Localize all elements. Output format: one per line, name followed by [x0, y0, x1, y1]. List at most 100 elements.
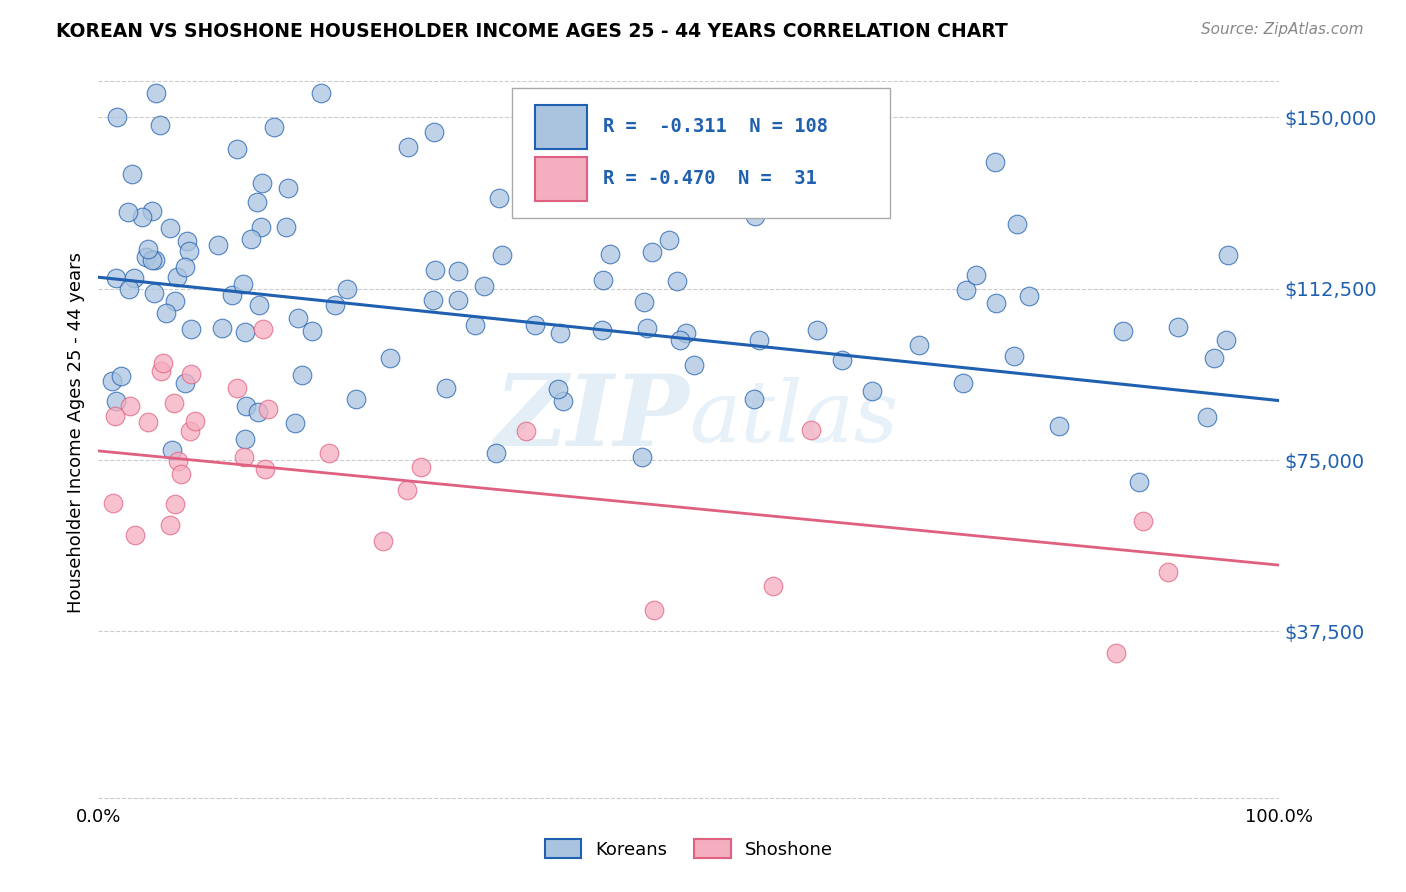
- Point: [142, 286, 165, 301]
- Point: [176, 234, 198, 248]
- Point: [346, 392, 368, 407]
- Point: [550, 326, 572, 340]
- Point: [1195, 410, 1218, 425]
- Point: [547, 382, 569, 396]
- Point: [422, 293, 444, 308]
- FancyBboxPatch shape: [512, 88, 890, 218]
- Point: [240, 232, 263, 246]
- Point: [135, 250, 157, 264]
- Point: [149, 363, 172, 377]
- Point: [152, 355, 174, 369]
- Point: [167, 454, 190, 468]
- Point: [101, 375, 124, 389]
- Point: [744, 209, 766, 223]
- Point: [683, 358, 706, 372]
- Point: [336, 282, 359, 296]
- Legend: Koreans, Shoshone: Koreans, Shoshone: [536, 830, 842, 868]
- Point: [141, 203, 163, 218]
- Point: [669, 190, 692, 204]
- Point: [263, 120, 285, 135]
- Point: [965, 268, 987, 282]
- Point: [491, 248, 513, 262]
- Point: [485, 446, 508, 460]
- Point: [464, 318, 486, 333]
- Point: [162, 443, 184, 458]
- Point: [180, 322, 202, 336]
- Point: [174, 260, 197, 275]
- Point: [159, 517, 181, 532]
- Point: [179, 424, 201, 438]
- Point: [101, 496, 124, 510]
- Point: [211, 321, 233, 335]
- Point: [247, 298, 270, 312]
- Point: [166, 269, 188, 284]
- Point: [145, 87, 167, 101]
- Point: [184, 414, 207, 428]
- Point: [806, 323, 828, 337]
- Point: [246, 194, 269, 209]
- Point: [630, 450, 652, 465]
- Point: [908, 338, 931, 352]
- Point: [735, 191, 758, 205]
- Point: [141, 253, 163, 268]
- Point: [226, 142, 249, 156]
- Point: [1005, 218, 1028, 232]
- Point: [291, 368, 314, 382]
- Point: [1202, 351, 1225, 365]
- Point: [488, 191, 510, 205]
- Point: [143, 253, 166, 268]
- Point: [831, 353, 853, 368]
- Point: [249, 220, 271, 235]
- Point: [246, 404, 269, 418]
- Point: [155, 306, 177, 320]
- Point: [591, 323, 613, 337]
- Point: [668, 333, 690, 347]
- Point: [955, 283, 977, 297]
- Point: [425, 263, 447, 277]
- Point: [256, 401, 278, 416]
- Point: [1167, 320, 1189, 334]
- Point: [515, 424, 537, 438]
- Point: [952, 376, 974, 391]
- FancyBboxPatch shape: [536, 157, 588, 201]
- Point: [235, 325, 257, 339]
- Point: [253, 461, 276, 475]
- Point: [762, 579, 785, 593]
- Text: atlas: atlas: [689, 376, 898, 459]
- Point: [434, 381, 457, 395]
- Point: [641, 244, 664, 259]
- Point: [633, 295, 655, 310]
- Point: [665, 274, 688, 288]
- Point: [105, 393, 128, 408]
- Point: [474, 279, 496, 293]
- Point: [409, 459, 432, 474]
- Point: [122, 271, 145, 285]
- Point: [159, 221, 181, 235]
- Text: KOREAN VS SHOSHONE HOUSEHOLDER INCOME AGES 25 - 44 YEARS CORRELATION CHART: KOREAN VS SHOSHONE HOUSEHOLDER INCOME AG…: [56, 22, 1008, 41]
- FancyBboxPatch shape: [536, 105, 588, 149]
- Point: [984, 155, 1007, 169]
- Point: [301, 324, 323, 338]
- Point: [800, 423, 823, 437]
- Point: [163, 396, 186, 410]
- Point: [447, 264, 470, 278]
- Point: [1002, 349, 1025, 363]
- Point: [105, 110, 128, 124]
- Point: [207, 237, 229, 252]
- Point: [637, 320, 659, 334]
- Point: [118, 283, 141, 297]
- Point: [225, 381, 247, 395]
- Point: [599, 247, 621, 261]
- Point: [233, 450, 256, 464]
- Text: R = -0.470  N =  31: R = -0.470 N = 31: [603, 169, 817, 188]
- Point: [287, 311, 309, 326]
- Point: [235, 399, 257, 413]
- Point: [277, 181, 299, 195]
- Point: [170, 467, 193, 482]
- Point: [748, 333, 770, 347]
- Text: R =  -0.311  N = 108: R = -0.311 N = 108: [603, 118, 828, 136]
- Point: [1132, 514, 1154, 528]
- Point: [1128, 475, 1150, 489]
- Point: [149, 118, 172, 132]
- Point: [1018, 289, 1040, 303]
